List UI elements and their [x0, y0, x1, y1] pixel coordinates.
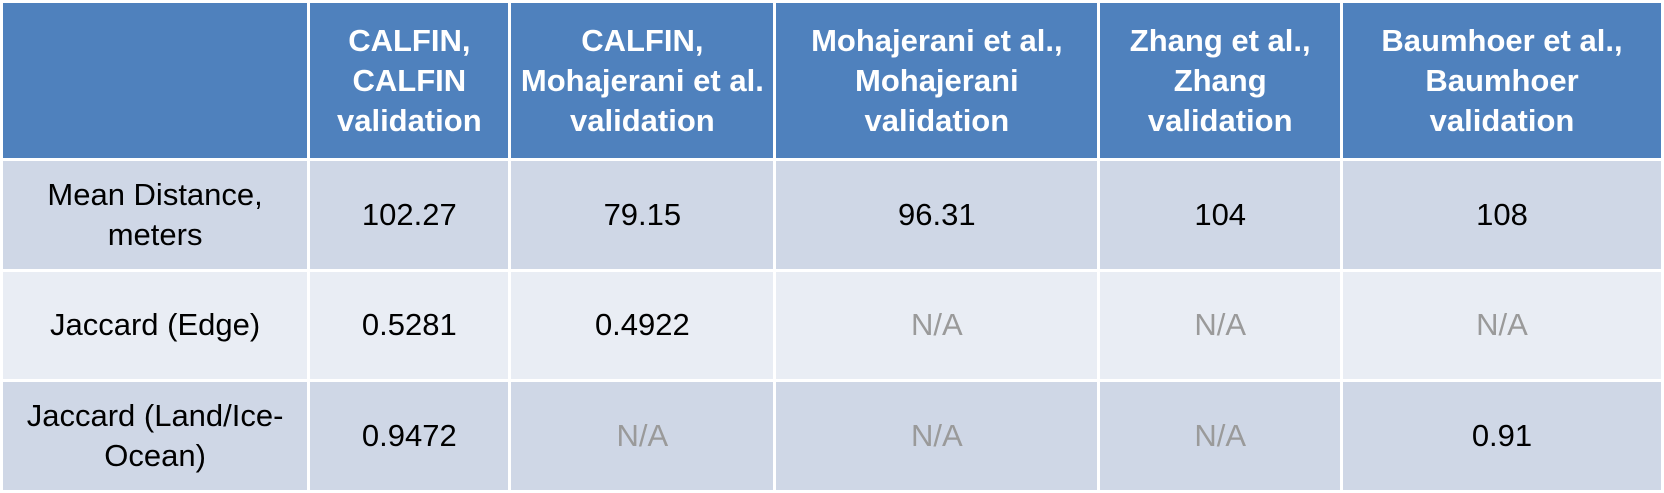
table-cell: 104	[1097, 158, 1343, 272]
header-cell-calfin-mohajerani: CALFIN, Mohajerani et al. validation	[508, 0, 777, 161]
row-label-jaccard-land-ice-ocean: Jaccard (Land/Ice-Ocean)	[0, 379, 311, 493]
row-label-mean-distance: Mean Distance, meters	[0, 158, 311, 272]
table-cell: 0.4922	[508, 268, 777, 383]
header-cell-mohajerani: Mohajerani et al., Mohajerani validation	[773, 0, 1101, 161]
table-cell-na: N/A	[508, 379, 777, 493]
table-cell: 108	[1339, 158, 1664, 272]
table-cell: 0.91	[1339, 379, 1664, 493]
table-cell-na: N/A	[1097, 268, 1343, 383]
table-row-jaccard-land-ice-ocean: Jaccard (Land/Ice-Ocean) 0.9472 N/A N/A …	[0, 379, 1664, 493]
table-cell-na: N/A	[773, 379, 1101, 493]
header-cell-zhang: Zhang et al., Zhang validation	[1097, 0, 1343, 161]
table-cell-na: N/A	[773, 268, 1101, 383]
table-row-mean-distance: Mean Distance, meters 102.27 79.15 96.31…	[0, 158, 1664, 272]
table-cell-na: N/A	[1097, 379, 1343, 493]
table-cell-na: N/A	[1339, 268, 1664, 383]
table-row-jaccard-edge: Jaccard (Edge) 0.5281 0.4922 N/A N/A N/A	[0, 268, 1664, 383]
table-cell: 0.5281	[307, 268, 512, 383]
table-cell: 0.9472	[307, 379, 512, 493]
table-cell: 102.27	[307, 158, 512, 272]
table-cell: 79.15	[508, 158, 777, 272]
header-cell-metric	[0, 0, 311, 161]
table-cell: 96.31	[773, 158, 1101, 272]
header-cell-calfin-calfin: CALFIN, CALFIN validation	[307, 0, 512, 161]
row-label-jaccard-edge: Jaccard (Edge)	[0, 268, 311, 383]
header-row: CALFIN, CALFIN validation CALFIN, Mohaje…	[0, 0, 1664, 161]
header-cell-baumhoer: Baumhoer et al., Baumhoer validation	[1339, 0, 1664, 161]
